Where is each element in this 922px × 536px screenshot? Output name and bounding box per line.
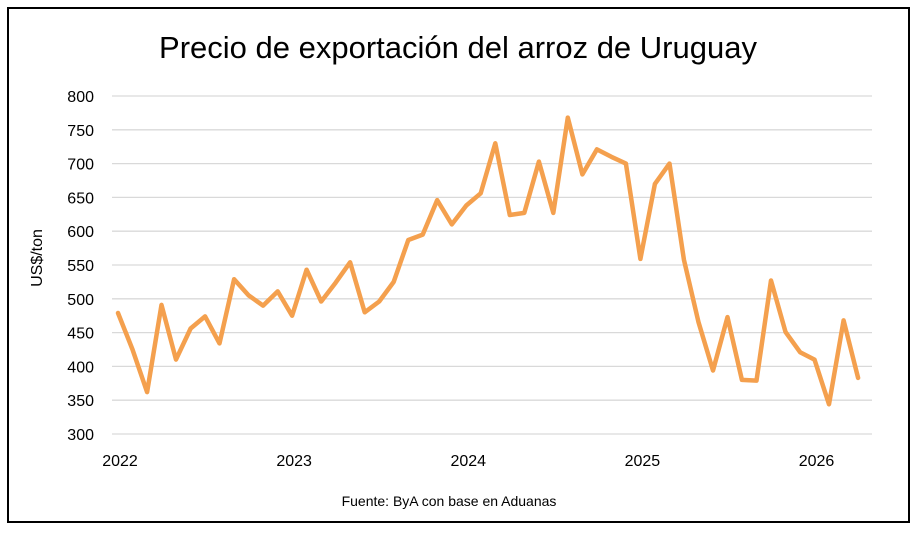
x-tick-label: 2026 (799, 453, 835, 470)
y-tick-label: 650 (67, 190, 94, 207)
y-axis-ticks: 300 350 400 450 500 550 600 650 700 750 800 (67, 89, 94, 444)
y-tick-label: 750 (67, 123, 94, 140)
x-tick-label: 2025 (625, 453, 661, 470)
y-axis-label: US$/ton (29, 229, 46, 287)
y-tick-label: 600 (67, 224, 94, 241)
y-tick-label: 350 (67, 393, 94, 410)
y-tick-label: 700 (67, 157, 94, 174)
series-line (115, 115, 861, 407)
x-tick-label: 2024 (450, 453, 486, 470)
y-tick-label: 300 (67, 427, 94, 444)
x-tick-label: 2022 (102, 453, 138, 470)
y-tick-label: 800 (67, 89, 94, 106)
series-lines (115, 115, 861, 407)
x-tick-label: 2023 (276, 453, 312, 470)
y-tick-label: 450 (67, 326, 94, 343)
source-note: Fuente: ByA con base en Aduanas (342, 493, 557, 509)
y-tick-label: 550 (67, 258, 94, 275)
y-tick-label: 500 (67, 292, 94, 309)
chart-title: Precio de exportación del arroz de Urugu… (159, 30, 757, 65)
y-tick-label: 400 (67, 359, 94, 376)
x-axis-ticks: 2022 2023 2024 2025 2026 (102, 453, 834, 470)
gridlines (112, 95, 872, 435)
